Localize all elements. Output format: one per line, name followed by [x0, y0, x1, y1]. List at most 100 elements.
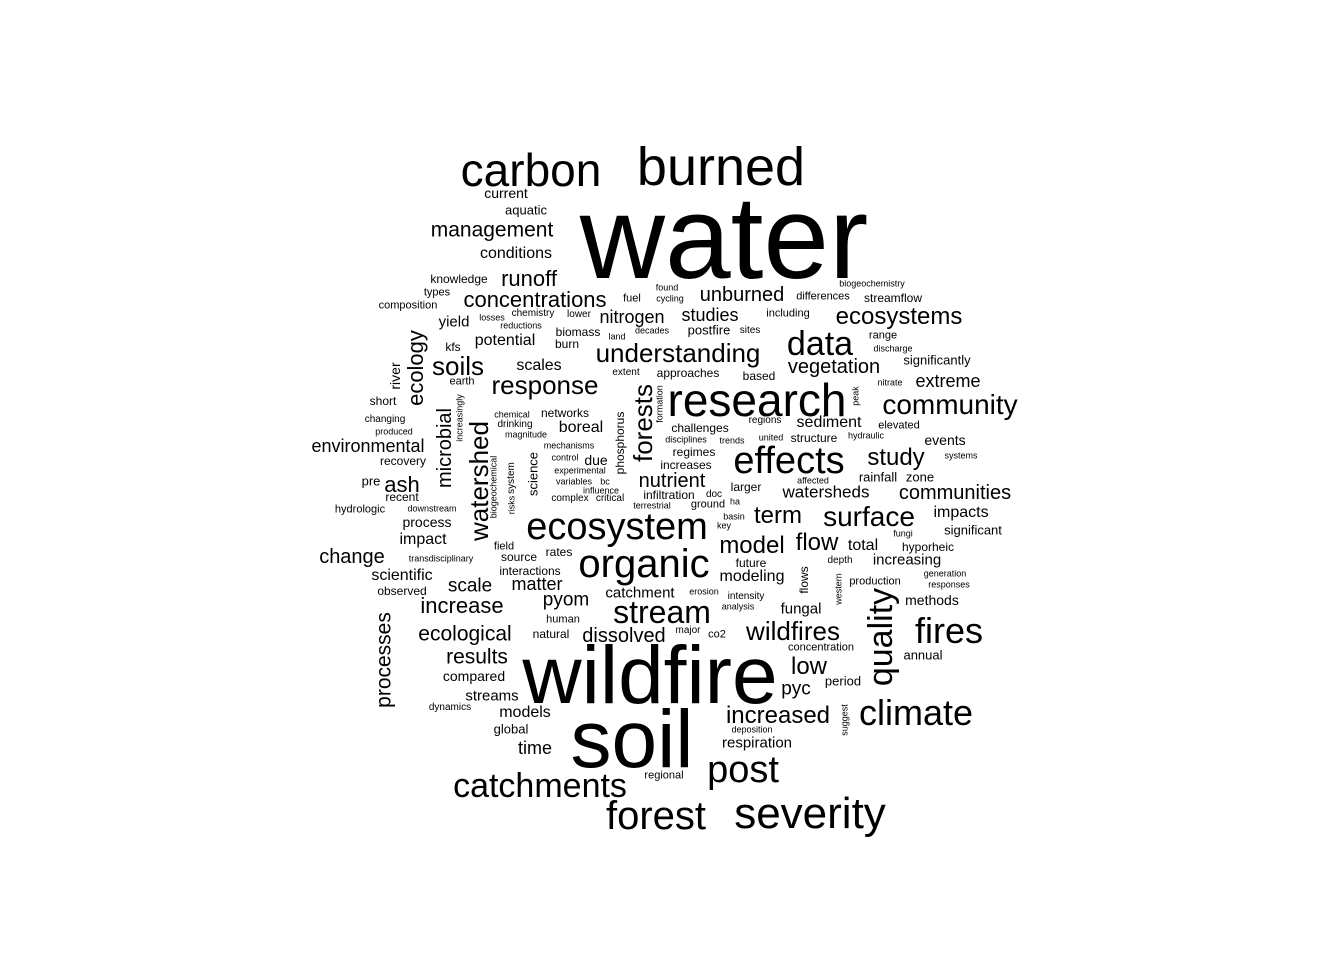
- word: fires: [914, 610, 984, 651]
- word: observed: [377, 584, 427, 598]
- word: deposition: [731, 724, 773, 735]
- word: surface: [823, 501, 915, 532]
- word: system: [506, 462, 517, 494]
- word: larger: [730, 480, 762, 494]
- word: differences: [796, 290, 850, 303]
- word: found: [655, 282, 679, 293]
- word: phosphorus: [613, 411, 627, 475]
- word: systems: [944, 450, 978, 461]
- word: regional: [644, 769, 684, 782]
- word: nitrogen: [599, 307, 665, 327]
- word: understanding: [595, 338, 761, 368]
- word: ecology: [403, 330, 428, 406]
- word: burn: [554, 337, 580, 351]
- word: burned: [636, 137, 806, 197]
- word: events: [924, 432, 966, 448]
- word: low: [790, 653, 828, 680]
- word: rates: [545, 545, 573, 559]
- word: sites: [739, 325, 761, 336]
- word: postfire: [687, 322, 731, 338]
- word: challenges: [671, 421, 729, 435]
- word: hydrologic: [334, 503, 386, 516]
- word: total: [847, 537, 879, 554]
- word: soil: [570, 694, 694, 785]
- word: chemistry: [511, 308, 555, 319]
- word: lower: [567, 309, 591, 320]
- word: concentrations: [463, 287, 607, 312]
- word: recovery: [379, 454, 427, 468]
- word: environmental: [311, 436, 425, 456]
- word: magnitude: [504, 429, 548, 440]
- word: variables: [555, 476, 593, 487]
- word: ecosystems: [835, 303, 963, 330]
- word: production: [849, 575, 901, 588]
- word: ha: [729, 496, 741, 507]
- word: field: [493, 540, 515, 553]
- word: fungi: [893, 528, 913, 539]
- word: land: [608, 331, 626, 342]
- word: scientific: [371, 567, 433, 584]
- word: earth: [449, 375, 475, 388]
- word: extreme: [915, 371, 981, 391]
- word: hydraulic: [847, 430, 885, 441]
- word: range: [868, 329, 898, 342]
- word: river: [387, 362, 403, 390]
- word: compared: [442, 668, 506, 684]
- word: regions: [748, 415, 782, 426]
- word: human: [546, 613, 580, 626]
- word: models: [499, 704, 551, 721]
- word: unburned: [699, 284, 785, 306]
- word: forest: [605, 794, 707, 838]
- word: microbial: [434, 407, 456, 489]
- word: ground: [690, 498, 726, 511]
- word: natural: [532, 627, 570, 641]
- word: increases: [660, 458, 712, 472]
- word: severity: [734, 789, 886, 838]
- word: cycling: [656, 293, 684, 304]
- word: ecological: [418, 622, 512, 646]
- word: hyporheic: [901, 540, 955, 554]
- word: future: [735, 556, 767, 570]
- word: community: [882, 389, 1018, 420]
- word: bc: [600, 476, 610, 487]
- word: zone: [905, 469, 935, 485]
- word: fuel: [623, 292, 641, 305]
- word: basin: [723, 511, 745, 522]
- word: time: [517, 738, 553, 758]
- word: experimental: [554, 465, 606, 476]
- word: effects: [733, 440, 845, 482]
- word: significant: [944, 522, 1002, 538]
- word: data: [786, 325, 854, 363]
- word: short: [369, 394, 397, 408]
- word: due: [584, 452, 608, 468]
- word: pre: [361, 473, 381, 489]
- word: study: [867, 444, 925, 471]
- word: term: [754, 502, 802, 529]
- word: analysis: [721, 601, 755, 612]
- word: catchment: [605, 584, 675, 602]
- word: catchments: [453, 767, 627, 805]
- word: co2: [708, 628, 726, 641]
- word: water: [579, 172, 869, 304]
- word: regimes: [672, 445, 716, 459]
- word: increased: [725, 702, 831, 729]
- word: extent: [612, 367, 640, 378]
- word: pyc: [781, 678, 811, 700]
- word: impacts: [933, 504, 989, 521]
- word: wildfires: [746, 616, 840, 646]
- word: forests: [628, 383, 658, 463]
- word: doc: [705, 489, 723, 500]
- word: depth: [827, 555, 853, 566]
- word: networks: [540, 406, 590, 420]
- word: studies: [681, 305, 739, 325]
- word: biomass: [555, 325, 601, 339]
- word: downstream: [407, 503, 457, 514]
- word: critical: [595, 493, 625, 504]
- word: including: [766, 307, 810, 320]
- word: communities: [898, 482, 1012, 504]
- word: conditions: [479, 245, 553, 262]
- word: increasingly: [454, 394, 465, 442]
- word: scale: [447, 575, 493, 597]
- word: rainfall: [858, 469, 898, 485]
